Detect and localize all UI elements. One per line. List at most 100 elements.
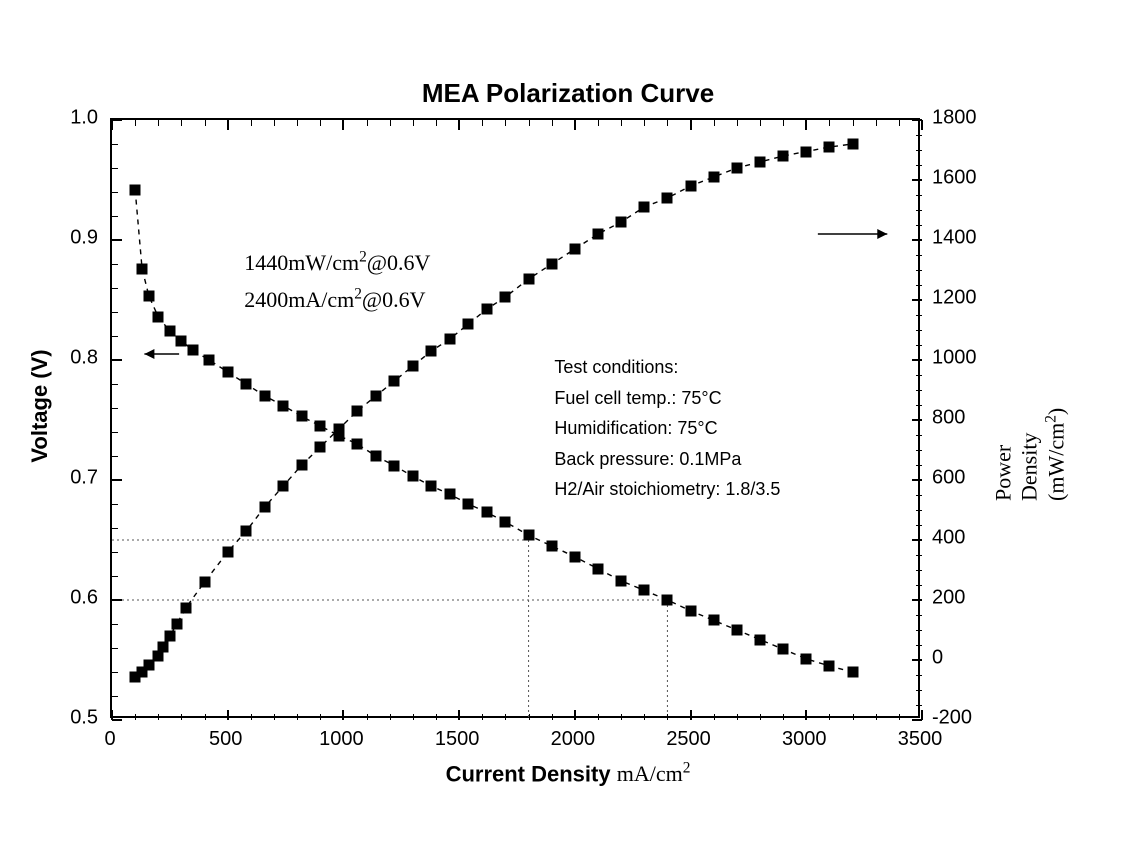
voltage-series-marker <box>685 605 696 616</box>
power-series-marker <box>278 481 289 492</box>
voltage-series-marker <box>426 481 437 492</box>
power-series-marker <box>685 181 696 192</box>
voltage-series-marker <box>824 661 835 672</box>
voltage-series-marker <box>137 263 148 274</box>
x-tick-label: 2000 <box>551 728 596 751</box>
power-series-marker <box>389 376 400 387</box>
voltage-series-marker <box>569 551 580 562</box>
x-tick-label: 500 <box>209 728 242 751</box>
voltage-series-marker <box>523 530 534 541</box>
power-series-marker <box>847 139 858 150</box>
power-series-marker <box>546 259 557 270</box>
annotation-perf-line-1: 1440mW/cm2@0.6V <box>244 244 430 281</box>
voltage-series-marker <box>176 335 187 346</box>
y-right-tick-label: 1600 <box>924 167 977 190</box>
power-series-marker <box>616 217 627 228</box>
power-series-marker <box>569 244 580 255</box>
power-series-marker <box>500 292 511 303</box>
voltage-series-marker <box>481 507 492 518</box>
x-tick-label: 2500 <box>666 728 711 751</box>
y-left-tick-label: 0.7 <box>70 467 106 490</box>
annotation-perf-line-2: 2400mA/cm2@0.6V <box>244 281 430 318</box>
power-series-marker <box>241 526 252 537</box>
power-series-marker <box>755 157 766 168</box>
voltage-series-marker <box>144 291 155 302</box>
voltage-series-marker <box>731 625 742 636</box>
power-series-marker <box>444 334 455 345</box>
voltage-series-marker <box>708 615 719 626</box>
y-left-tick-label: 1.0 <box>70 107 106 130</box>
power-series-marker <box>296 460 307 471</box>
power-series-marker <box>662 193 673 204</box>
chart-svg <box>112 120 918 716</box>
x-axis-label-text: Current Density <box>446 761 611 786</box>
x-axis-label-unit: mA/cm2 <box>617 761 691 786</box>
power-series-marker <box>593 229 604 240</box>
power-series-marker <box>708 172 719 183</box>
power-series-marker <box>824 142 835 153</box>
power-series-marker <box>778 151 789 162</box>
y-right-tick-label: 400 <box>924 527 965 550</box>
voltage-series-marker <box>389 460 400 471</box>
conditions-line-2: Humidification: 75°C <box>554 413 780 444</box>
power-series-marker <box>315 442 326 453</box>
voltage-series-marker <box>315 421 326 432</box>
x-tick-label: 3000 <box>782 728 827 751</box>
power-series-marker <box>259 502 270 513</box>
y-right-tick-label: 0 <box>924 647 943 670</box>
conditions-title: Test conditions: <box>554 352 780 383</box>
y-right-tick-label: 800 <box>924 407 965 430</box>
chart-container: MEA Polarization Curve Current Density m… <box>0 0 1136 848</box>
voltage-series-marker <box>593 563 604 574</box>
voltage-series-marker <box>164 326 175 337</box>
x-tick-label: 3500 <box>898 728 943 751</box>
y-right-tick-label: -200 <box>924 707 972 730</box>
x-tick-label: 1500 <box>435 728 480 751</box>
y-right-tick-label: 200 <box>924 587 965 610</box>
voltage-series-marker <box>801 653 812 664</box>
y-left-tick-label: 0.6 <box>70 587 106 610</box>
power-series-marker <box>222 547 233 558</box>
y-left-tick-label: 0.9 <box>70 227 106 250</box>
power-series-marker <box>463 319 474 330</box>
power-series-marker <box>157 641 168 652</box>
conditions-line-4: H2/Air stoichiometry: 1.8/3.5 <box>554 474 780 505</box>
power-series-marker <box>801 146 812 157</box>
y-right-tick-label: 1000 <box>924 347 977 370</box>
power-series-marker <box>426 346 437 357</box>
voltage-series-marker <box>407 471 418 482</box>
power-series-marker <box>181 602 192 613</box>
x-axis-label: Current Density mA/cm2 <box>0 760 1136 787</box>
chart-title: MEA Polarization Curve <box>0 78 1136 109</box>
voltage-series-marker <box>188 345 199 356</box>
power-series-marker <box>481 304 492 315</box>
y-right-tick-label: 1200 <box>924 287 977 310</box>
voltage-series-marker <box>259 391 270 402</box>
voltage-series-marker <box>130 184 141 195</box>
y-left-tick-label: 0.5 <box>70 707 106 730</box>
voltage-series-marker <box>778 644 789 655</box>
plot-area <box>110 118 920 718</box>
y-right-tick-label: 1800 <box>924 107 977 130</box>
power-series-marker <box>731 163 742 174</box>
voltage-series-marker <box>241 379 252 390</box>
voltage-series-marker <box>153 311 164 322</box>
x-tick-label: 1000 <box>319 728 364 751</box>
voltage-series-marker <box>204 355 215 366</box>
conditions-line-3: Back pressure: 0.1MPa <box>554 444 780 475</box>
power-series-marker <box>352 406 363 417</box>
y-left-axis-label: Voltage (V) <box>27 349 53 462</box>
voltage-series-marker <box>444 489 455 500</box>
annotation-performance: 1440mW/cm2@0.6V 2400mA/cm2@0.6V <box>244 244 430 319</box>
voltage-series-marker <box>662 595 673 606</box>
voltage-series-marker <box>847 667 858 678</box>
power-series-marker <box>639 202 650 213</box>
y-right-tick-label: 1400 <box>924 227 977 250</box>
voltage-series-marker <box>352 439 363 450</box>
annotation-conditions: Test conditions: Fuel cell temp.: 75°C H… <box>554 352 780 505</box>
voltage-series-marker <box>222 367 233 378</box>
conditions-line-1: Fuel cell temp.: 75°C <box>554 383 780 414</box>
voltage-series-marker <box>546 541 557 552</box>
voltage-series-marker <box>616 575 627 586</box>
voltage-series-marker <box>296 411 307 422</box>
